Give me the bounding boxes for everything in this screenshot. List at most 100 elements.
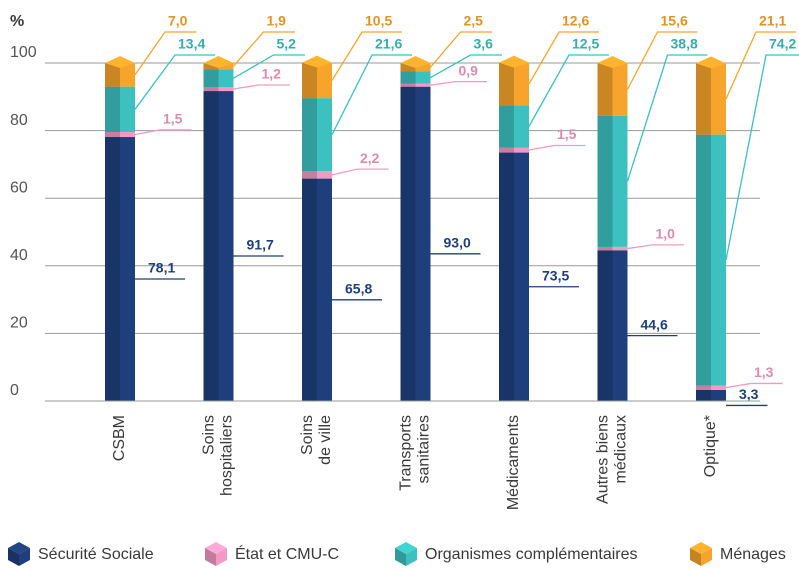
- value-label: 12,6: [562, 13, 589, 29]
- leader-line: [430, 54, 502, 79]
- value-label: 12,5: [572, 36, 599, 52]
- leader-line: [233, 31, 295, 67]
- y-tick-label: 60: [10, 179, 28, 196]
- value-label: 65,8: [345, 281, 372, 297]
- y-tick-label: 20: [10, 315, 28, 332]
- value-label: 74,2: [769, 36, 796, 52]
- leader-line: [134, 31, 197, 76]
- value-label: 38,8: [671, 36, 698, 52]
- leader-line: [725, 31, 796, 100]
- bar-shade: [400, 71, 416, 84]
- value-label: 93,0: [444, 235, 471, 251]
- bar-shade: [105, 86, 120, 132]
- value-label: 1,2: [262, 66, 282, 82]
- leader-line: [331, 54, 412, 135]
- bar-shade: [499, 62, 514, 106]
- value-label: 7,0: [168, 13, 188, 29]
- leader-line: [331, 31, 402, 81]
- bar-shade: [597, 250, 613, 401]
- legend-swatch: [216, 548, 227, 566]
- leader-line: [626, 31, 698, 90]
- value-label: 21,6: [375, 36, 402, 52]
- bar-shade: [302, 62, 317, 99]
- leader-line: [134, 129, 192, 136]
- bar-shade: [597, 63, 613, 116]
- value-label: 44,6: [641, 316, 668, 332]
- bar-shade: [696, 134, 711, 386]
- bar-shade: [105, 137, 120, 401]
- y-tick-label: 80: [10, 112, 28, 129]
- leader-line: [331, 168, 389, 176]
- bar-shade: [203, 69, 219, 87]
- leader-line: [627, 244, 684, 250]
- value-label: 3,6: [474, 36, 494, 52]
- y-tick-label: 40: [10, 247, 28, 264]
- x-tick-label: Autres biensmédicaux: [595, 415, 630, 504]
- y-axis-label: %: [10, 13, 24, 30]
- bar-top: [597, 56, 628, 68]
- bar-shade: [597, 246, 613, 251]
- value-label: 3,3: [739, 386, 759, 402]
- bar-shade: [105, 131, 120, 138]
- bar-shade: [499, 147, 514, 153]
- value-label: 5,2: [277, 36, 297, 52]
- bar-shade: [696, 385, 711, 390]
- legend-label: Sécurité Sociale: [38, 546, 154, 563]
- legend-swatch: [205, 548, 216, 566]
- bar-top: [400, 56, 431, 68]
- legend-swatch: [8, 548, 19, 566]
- value-label: 1,3: [754, 364, 774, 380]
- value-label: 2,2: [360, 150, 380, 166]
- leader-line: [528, 54, 609, 127]
- value-label: 10,5: [365, 13, 392, 29]
- x-tick-label: Médicaments: [505, 415, 522, 510]
- bar-shade: [203, 91, 219, 401]
- x-tick-label: Optique*: [702, 415, 719, 477]
- leader-line: [626, 54, 708, 182]
- bar-shade: [203, 86, 219, 92]
- leader-line: [725, 54, 799, 261]
- leader-line: [430, 80, 487, 86]
- bar-top: [105, 56, 135, 68]
- bar-shade: [696, 389, 711, 401]
- legend-label: Organismes complémentaires: [425, 546, 638, 563]
- bar-shade: [302, 171, 317, 179]
- value-label: 1,5: [557, 126, 577, 142]
- value-label: 13,4: [178, 36, 205, 52]
- x-tick-label: CSBM: [111, 415, 128, 461]
- legend-swatch: [690, 548, 701, 566]
- value-label: 0,9: [459, 62, 479, 78]
- leader-line: [134, 54, 215, 110]
- value-label: 15,6: [661, 13, 688, 29]
- value-label: 78,1: [148, 260, 175, 276]
- value-label: 1,0: [656, 226, 676, 242]
- legend-swatch: [395, 548, 406, 566]
- bar-shade: [696, 63, 711, 135]
- value-label: 73,5: [542, 267, 569, 283]
- x-tick-label: Transportssanitaires: [398, 415, 433, 491]
- legend-swatch: [19, 548, 30, 566]
- value-label: 1,9: [267, 13, 287, 29]
- leader-line: [233, 54, 305, 79]
- bar-shade: [400, 83, 416, 87]
- x-tick-label: Soinshospitaliers: [201, 415, 236, 496]
- leader-line: [528, 31, 599, 85]
- bar-shade: [302, 178, 317, 401]
- bar-shade: [302, 98, 317, 172]
- bar-shade: [203, 63, 219, 70]
- legend-label: Ménages: [720, 546, 786, 563]
- value-label: 91,7: [247, 237, 274, 253]
- leader-line: [430, 31, 492, 68]
- legend-swatch: [701, 548, 712, 566]
- bar-shade: [499, 105, 514, 148]
- leader-line: [233, 84, 290, 90]
- bar-top: [203, 56, 234, 68]
- y-tick-label: 0: [10, 382, 19, 399]
- value-label: 1,5: [163, 111, 183, 127]
- value-label: 21,1: [759, 13, 786, 29]
- value-label: 2,5: [464, 13, 484, 29]
- bar-shade: [499, 152, 514, 401]
- legend-label: État et CMU-C: [235, 544, 339, 563]
- bar-top: [499, 55, 529, 68]
